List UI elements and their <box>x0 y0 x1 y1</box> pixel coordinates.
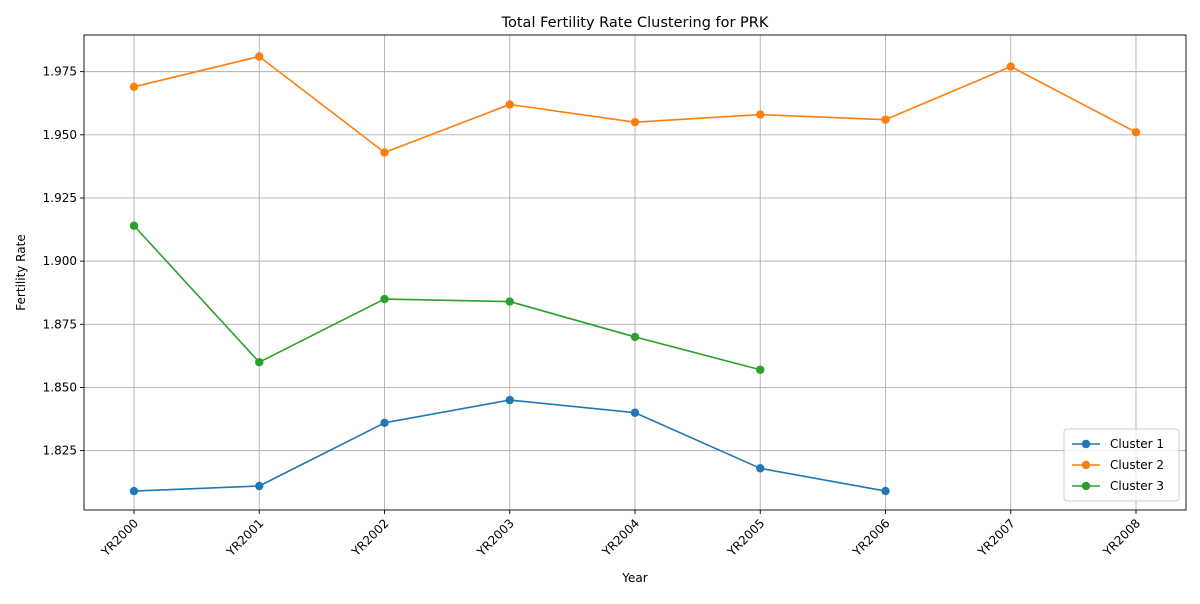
data-point <box>129 486 139 496</box>
data-point <box>380 418 389 428</box>
series-cluster-1 <box>129 395 890 496</box>
legend-item-cluster-3: Cluster 3 <box>1072 479 1164 493</box>
data-point <box>380 148 389 157</box>
series-line <box>133 225 761 371</box>
data-point <box>756 110 765 119</box>
y-tick-label: 1.850 <box>43 380 77 394</box>
x-tick-label: YR2002 <box>348 516 391 559</box>
series-cluster-3 <box>129 221 765 374</box>
series-cluster-2 <box>129 52 1141 157</box>
x-tick-label: YR2004 <box>599 516 642 559</box>
legend-marker <box>1081 481 1091 491</box>
x-axis-label: Year <box>621 571 647 585</box>
data-point <box>630 408 640 417</box>
chart-title: Total Fertility Rate Clustering for PRK <box>501 15 769 31</box>
legend-item-cluster-2: Cluster 2 <box>1072 458 1164 472</box>
legend-marker <box>1081 460 1091 470</box>
data-point <box>1131 128 1141 137</box>
x-tick-label: YR2007 <box>975 516 1018 559</box>
y-tick-label: 1.975 <box>43 65 77 79</box>
legend-box <box>1063 428 1180 502</box>
y-tick-label: 1.950 <box>43 128 77 142</box>
legend-marker <box>1081 439 1091 449</box>
data-point <box>505 395 514 405</box>
x-tick-label: YR2006 <box>849 516 892 559</box>
x-tick-label: YR2008 <box>1100 516 1143 559</box>
y-tick-label: 1.825 <box>43 444 77 458</box>
series-group <box>129 52 1141 496</box>
data-point <box>255 52 264 61</box>
y-axis-label: Fertility Rate <box>14 234 28 310</box>
x-tick-label: YR2003 <box>474 516 517 559</box>
data-point <box>630 117 640 127</box>
y-tick-label: 1.925 <box>43 191 77 205</box>
y-tick-label: 1.900 <box>43 254 77 268</box>
legend: Cluster 1 Cluster 2 Cluster 3 <box>1063 428 1180 502</box>
x-tick-label: YR2005 <box>724 516 767 559</box>
x-tick-label: YR2000 <box>98 516 141 559</box>
data-point <box>129 82 139 91</box>
data-point <box>1006 62 1015 71</box>
data-point <box>881 115 890 124</box>
legend-label: Cluster 1 <box>1110 437 1164 451</box>
legend-label: Cluster 3 <box>1110 479 1164 493</box>
data-point <box>129 221 139 230</box>
data-point <box>630 332 640 342</box>
data-point <box>255 357 264 367</box>
data-point <box>505 297 514 306</box>
data-point <box>255 481 264 491</box>
y-tick-label: 1.875 <box>43 317 77 331</box>
data-point <box>505 100 514 109</box>
data-point <box>881 486 890 496</box>
x-tick-label: YR2001 <box>223 516 266 559</box>
data-point <box>756 365 765 374</box>
grid <box>84 35 1186 510</box>
legend-label: Cluster 2 <box>1110 458 1164 472</box>
data-point <box>756 464 765 473</box>
data-point <box>380 294 389 304</box>
axis-ticks: YR2000 YR2001 YR2002 YR2003 YR2004 YR2005 YR20… <box>43 65 1143 560</box>
legend-item-cluster-1: Cluster 1 <box>1072 437 1164 451</box>
